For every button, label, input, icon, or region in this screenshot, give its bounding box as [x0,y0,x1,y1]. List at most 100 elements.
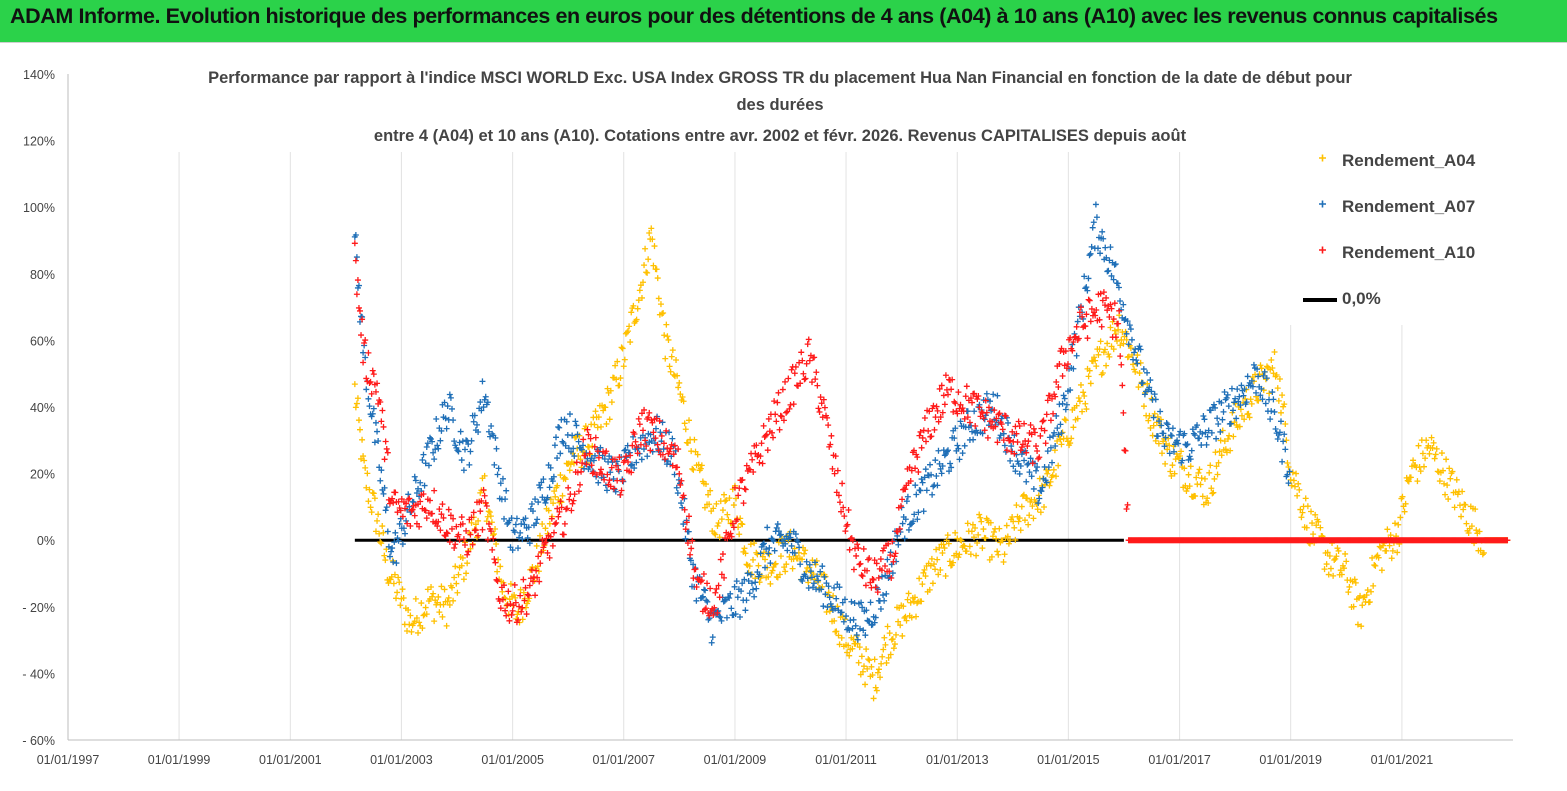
marker-rendement-a07 [747,571,754,578]
marker-rendement-a10 [930,402,937,409]
marker-rendement-a04 [552,493,559,500]
marker-rendement-a04 [1279,392,1286,399]
marker-rendement-a07 [913,491,920,498]
marker-rendement-a04 [730,502,737,509]
marker-rendement-a10 [1000,437,1007,444]
marker-rendement-a04 [1283,437,1290,444]
marker-rendement-a07 [1276,429,1283,436]
marker-rendement-a10 [750,468,757,475]
marker-rendement-a10 [875,574,882,581]
marker-rendement-a04 [638,294,645,301]
marker-rendement-a07 [1016,470,1023,477]
marker-rendement-a10 [944,391,951,398]
marker-rendement-a10 [1014,439,1021,446]
marker-rendement-a07 [403,517,410,524]
marker-rendement-a10 [1069,347,1076,354]
marker-rendement-a10 [982,397,989,404]
marker-rendement-a10 [406,495,413,502]
marker-rendement-a07 [1253,389,1260,396]
marker-rendement-a10 [386,500,393,507]
marker-rendement-a10 [779,386,786,393]
marker-rendement-a10 [749,456,756,463]
marker-rendement-a10 [778,413,785,420]
marker-rendement-a10 [1082,323,1089,330]
marker-rendement-a04 [1414,478,1421,485]
marker-rendement-a04 [1415,442,1422,449]
marker-rendement-a07 [970,436,977,443]
marker-rendement-a10 [1117,353,1124,360]
marker-rendement-a04 [415,629,422,636]
marker-rendement-a07 [852,622,859,629]
marker-rendement-a04 [1076,398,1083,405]
marker-rendement-a07 [1223,394,1230,401]
marker-rendement-a04 [1074,415,1081,422]
y-tick-label: 20% [30,468,55,482]
marker-rendement-a04 [381,552,388,559]
marker-rendement-a04 [1359,602,1366,609]
marker-rendement-a04 [424,586,431,593]
marker-rendement-a04 [1095,351,1102,358]
marker-rendement-a04 [650,262,657,269]
marker-rendement-a10 [383,445,390,452]
marker-rendement-a04 [1410,457,1417,464]
marker-rendement-a04 [883,659,890,666]
marker-rendement-a07 [858,599,865,606]
marker-rendement-a07 [1198,442,1205,449]
marker-rendement-a07 [612,488,619,495]
marker-rendement-a10 [687,551,694,558]
marker-rendement-a04 [416,619,423,626]
marker-rendement-a04 [1208,485,1215,492]
marker-rendement-a04 [1395,521,1402,528]
marker-rendement-a04 [454,589,461,596]
marker-rendement-a07 [1127,326,1134,333]
marker-rendement-a07 [773,524,780,531]
marker-rendement-a07 [1021,457,1028,464]
marker-rendement-a07 [559,438,566,445]
marker-rendement-a07 [904,493,911,500]
marker-rendement-a04 [446,601,453,608]
marker-rendement-a07 [1248,377,1255,384]
marker-rendement-a04 [420,612,427,619]
marker-rendement-a04 [664,333,671,340]
marker-rendement-a10 [798,349,805,356]
marker-rendement-a07 [570,445,577,452]
marker-rendement-a04 [1439,467,1446,474]
marker-rendement-a07 [1150,414,1157,421]
marker-rendement-a10 [377,399,384,406]
marker-rendement-a04 [969,521,976,528]
marker-rendement-a10 [846,546,853,553]
marker-rendement-a07 [971,408,978,415]
marker-rendement-a07 [1049,459,1055,466]
marker-rendement-a07 [752,579,759,586]
marker-rendement-a07 [718,617,725,624]
marker-rendement-a04 [920,569,927,576]
marker-rendement-a04 [775,539,782,546]
marker-rendement-a04 [394,589,401,596]
marker-rendement-a04 [1245,410,1252,417]
marker-rendement-a10 [1101,302,1108,309]
marker-rendement-a07 [725,594,732,601]
marker-rendement-a10 [460,536,467,543]
marker-rendement-a07 [867,599,874,606]
marker-rendement-a04 [1358,623,1365,630]
marker-rendement-a04 [1134,352,1141,359]
marker-rendement-a10 [676,470,683,477]
marker-rendement-a04 [783,561,790,568]
marker-rendement-a04 [927,562,934,569]
marker-rendement-a10 [435,518,442,525]
marker-rendement-a07 [480,404,487,411]
marker-rendement-a07 [1027,455,1034,462]
marker-rendement-a04 [1343,558,1350,565]
marker-rendement-a04 [354,395,361,402]
marker-rendement-a07 [1162,434,1169,441]
marker-rendement-a10 [961,415,968,422]
marker-rendement-a04 [1227,447,1234,454]
marker-rendement-a04 [649,236,656,243]
marker-rendement-a04 [636,287,643,294]
marker-rendement-a04 [667,368,674,375]
marker-rendement-a07 [1186,453,1193,460]
marker-rendement-a04 [459,554,466,561]
marker-rendement-a10 [700,570,707,577]
marker-rendement-a10 [917,428,924,435]
marker-rendement-a10 [801,376,808,383]
